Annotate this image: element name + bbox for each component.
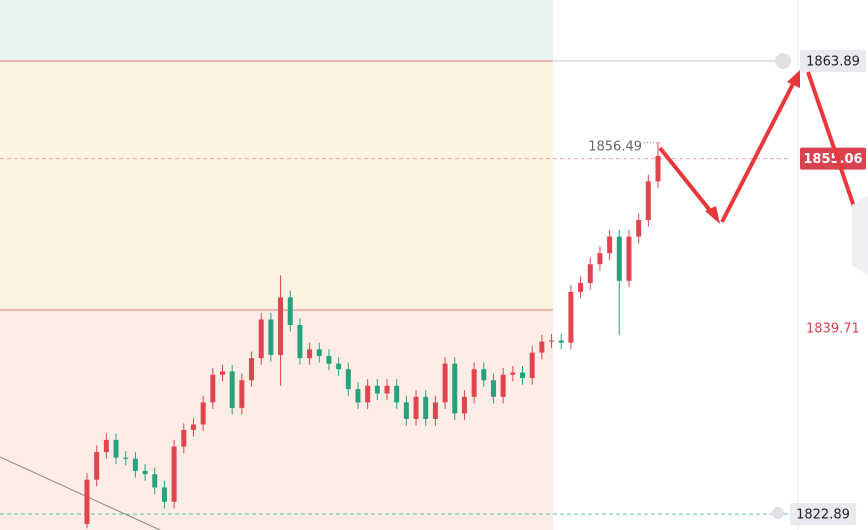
candle-body — [587, 264, 593, 284]
candle-body — [578, 283, 584, 292]
candle-body — [287, 297, 293, 326]
zone — [0, 61, 553, 310]
candle-body — [239, 380, 245, 408]
candle-body — [539, 341, 545, 353]
candle-body — [626, 236, 632, 281]
candle-body — [568, 291, 574, 343]
candle-body — [442, 363, 448, 403]
candle-body — [510, 372, 516, 375]
candle-body — [461, 396, 467, 414]
candle-body — [558, 340, 564, 343]
candle-body — [84, 479, 90, 524]
side-panel — [852, 195, 868, 275]
price-label: 1839.71 — [806, 322, 860, 337]
candle-body — [123, 457, 129, 459]
candle-body — [374, 385, 380, 394]
levels: 1863.89 1855.06 1839.71 1822.89 — [0, 50, 866, 526]
candle-body — [413, 396, 419, 419]
candle-body — [210, 374, 216, 403]
candle-body — [384, 385, 390, 394]
candle-body — [655, 155, 661, 182]
candle-body — [181, 429, 187, 447]
candle-body — [190, 424, 196, 430]
candle-body — [529, 352, 535, 379]
candle-body — [258, 319, 264, 359]
candle-body — [113, 439, 119, 458]
candles: 1856.49 — [84, 139, 661, 529]
price-label-box — [800, 147, 866, 170]
trend-line — [0, 456, 161, 530]
candle-body — [278, 297, 284, 355]
candle-body — [336, 363, 342, 370]
candle-body — [249, 358, 255, 381]
arrow-head — [705, 206, 720, 224]
candle-body — [403, 402, 409, 419]
candle-body — [549, 340, 555, 342]
arrows — [658, 70, 868, 246]
candle-body — [219, 371, 225, 375]
candle-body — [490, 380, 496, 397]
candle-body — [365, 385, 371, 403]
price-label: 1855.06 — [803, 152, 862, 167]
candle-body — [142, 470, 148, 475]
alert-icon[interactable] — [775, 53, 791, 69]
candle-body — [645, 181, 651, 221]
candle-body — [423, 396, 429, 419]
candle-body — [500, 374, 506, 397]
candle-body — [607, 236, 613, 254]
candle-body — [103, 439, 109, 453]
candle-body — [355, 389, 361, 403]
candle-body — [452, 363, 458, 414]
arrow — [720, 77, 798, 223]
candle-body — [520, 372, 526, 379]
candle-body — [394, 385, 400, 403]
candle-body — [432, 402, 438, 419]
candle-body — [616, 236, 622, 281]
zone — [0, 309, 553, 530]
zone — [0, 0, 553, 62]
candle-body — [161, 487, 167, 502]
candle-body — [307, 349, 313, 359]
arrow-head — [787, 70, 800, 88]
candle-body — [471, 369, 477, 397]
candle-body — [326, 355, 332, 364]
candle-body — [132, 458, 138, 471]
candle-body — [171, 446, 177, 502]
candle-body — [345, 369, 351, 390]
arrow — [658, 146, 718, 220]
candle-body — [229, 371, 235, 408]
candle-body — [200, 402, 206, 425]
zones — [0, 0, 553, 530]
candle-body — [316, 349, 322, 356]
price-label: 1863.89 — [806, 55, 860, 70]
candle-body — [597, 253, 603, 265]
price-label-box — [800, 50, 866, 73]
alert-icon[interactable] — [772, 507, 784, 519]
candle-body — [297, 325, 303, 359]
high-label: 1856.49 — [588, 139, 642, 154]
candle-body — [152, 474, 158, 488]
candle-body — [268, 319, 274, 355]
price-label-box — [790, 503, 856, 526]
candle-body — [636, 220, 642, 237]
price-label: 1822.89 — [796, 508, 850, 523]
candle-body — [94, 452, 100, 480]
candle-body — [481, 369, 487, 381]
